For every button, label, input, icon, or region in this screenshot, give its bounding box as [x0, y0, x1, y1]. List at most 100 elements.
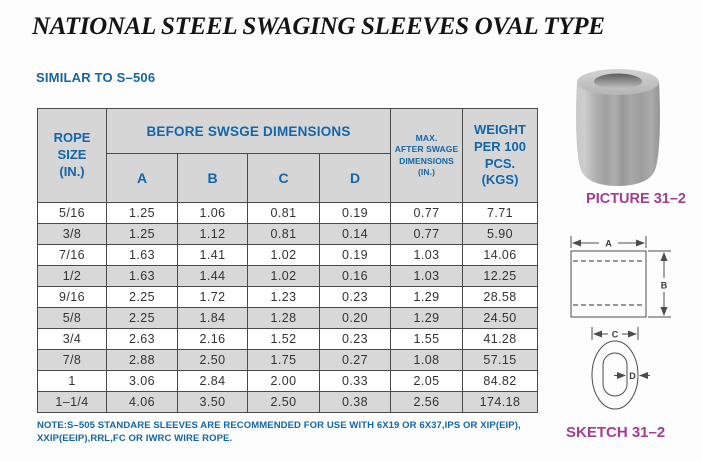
table-row: 5/8 2.25 1.84 1.28 0.20 1.29 24.50	[37, 307, 538, 329]
cell-size: 7/8	[37, 349, 107, 371]
dim-label-c: C	[612, 330, 619, 340]
cell-size: 5/8	[37, 307, 107, 329]
table-header: ROPE SIZE (IN.) BEFORE SWSGE DIMENSIONS …	[37, 108, 538, 203]
header-max-line3: DIMENSIONS	[399, 155, 454, 166]
table-row: 1/2 1.63 1.44 1.02 0.16 1.03 12.25	[37, 265, 538, 287]
cell-b: 2.16	[177, 328, 248, 350]
table-row: 7/8 2.88 2.50 1.75 0.27 1.08 57.15	[37, 349, 538, 371]
table-row: 9/16 2.25 1.72 1.23 0.23 1.29 28.58	[37, 286, 538, 308]
header-before-swage-group: BEFORE SWSGE DIMENSIONS	[106, 108, 391, 154]
cell-b: 1.12	[177, 223, 248, 245]
cell-d: 0.23	[319, 328, 391, 350]
table-row: 3/8 1.25 1.12 0.81 0.14 0.77 5.90	[37, 223, 538, 245]
table-row: 7/16 1.63 1.41 1.02 0.19 1.03 14.06	[37, 244, 538, 266]
cell-weight: 12.25	[462, 265, 538, 287]
header-max-line2: AFTER SWAGE	[394, 144, 459, 155]
cell-b: 3.50	[177, 391, 248, 413]
cell-size: 9/16	[37, 286, 107, 308]
cell-d: 0.19	[319, 202, 391, 224]
footnote-line2: XXIP(EEIP),RRL,FC OR IWRC WIRE ROPE.	[37, 432, 233, 444]
cell-c: 1.52	[247, 328, 320, 350]
cell-size: 7/16	[37, 244, 107, 266]
sketch-caption: SKETCH 31–2	[566, 424, 666, 441]
header-max-after-swage: MAX. AFTER SWAGE DIMENSIONS (IN.)	[390, 108, 463, 203]
sketch-oval-inner	[602, 352, 628, 397]
cell-max: 2.05	[390, 370, 463, 392]
cell-size: 3/4	[37, 328, 107, 350]
sleeve-spec-table: ROPE SIZE (IN.) BEFORE SWSGE DIMENSIONS …	[37, 108, 538, 413]
similar-to-label: SIMILAR TO S–506	[36, 70, 156, 85]
header-col-d: D	[319, 153, 391, 203]
table-row: 5/16 1.25 1.06 0.81 0.19 0.77 7.71	[37, 202, 538, 224]
cell-d: 0.33	[319, 370, 391, 392]
table-row: 1–1/4 4.06 3.50 2.50 0.38 2.56 174.18	[37, 391, 538, 413]
header-col-a: A	[106, 153, 178, 203]
cell-c: 1.28	[247, 307, 320, 329]
header-weight-line2: PER 100	[473, 138, 527, 154]
cell-size: 1/2	[37, 265, 107, 287]
cell-max: 2.56	[390, 391, 463, 413]
cell-d: 0.14	[319, 223, 391, 245]
cell-a: 2.63	[106, 328, 178, 350]
cell-weight: 14.06	[462, 244, 538, 266]
cell-size: 5/16	[37, 202, 107, 224]
header-rope-size: ROPE SIZE (IN.)	[37, 108, 107, 203]
cell-a: 1.25	[106, 202, 178, 224]
cell-b: 1.41	[177, 244, 248, 266]
cell-d: 0.23	[319, 286, 391, 308]
cell-a: 2.25	[106, 286, 178, 308]
cell-a: 2.88	[106, 349, 178, 371]
cell-max: 1.29	[390, 307, 463, 329]
dim-label-a: A	[605, 239, 612, 249]
footnote-line1: NOTE:S–505 STANDARE SLEEVES ARE RECOMMEN…	[37, 420, 521, 431]
header-rope-line3: (IN.)	[59, 163, 85, 179]
cell-weight: 57.15	[462, 349, 538, 371]
cell-max: 1.29	[390, 286, 463, 308]
cell-weight: 174.18	[462, 391, 538, 413]
sleeve-body	[576, 82, 660, 186]
cell-a: 1.25	[106, 223, 178, 245]
cell-weight: 41.28	[462, 328, 538, 350]
header-max-line1: MAX.	[415, 132, 438, 143]
sketch-drawing: A B C D	[570, 236, 671, 410]
cell-d: 0.38	[319, 391, 391, 413]
header-rope-line2: SIZE	[57, 147, 87, 163]
cell-max: 1.03	[390, 244, 463, 266]
cell-b: 1.44	[177, 265, 248, 287]
cell-max: 1.08	[390, 349, 463, 371]
cell-d: 0.20	[319, 307, 391, 329]
header-weight-line4: (KGS)	[481, 172, 519, 188]
dim-label-b: B	[661, 281, 668, 291]
header-weight: WEIGHT PER 100 PCS. (KGS)	[462, 108, 538, 203]
cell-b: 2.50	[177, 349, 248, 371]
cell-a: 1.63	[106, 244, 178, 266]
cell-b: 1.72	[177, 286, 248, 308]
cell-a: 1.63	[106, 265, 178, 287]
picture-caption: PICTURE 31–2	[586, 191, 686, 207]
cell-c: 2.00	[247, 370, 320, 392]
header-col-b: B	[177, 153, 248, 203]
cell-a: 3.06	[106, 370, 178, 392]
cell-max: 0.77	[390, 223, 463, 245]
cell-c: 1.02	[247, 265, 320, 287]
dim-label-d: D	[629, 371, 636, 381]
cell-max: 1.55	[390, 328, 463, 350]
cell-c: 2.50	[247, 391, 320, 413]
cell-a: 4.06	[106, 391, 178, 413]
table-row: 1 3.06 2.84 2.00 0.33 2.05 84.82	[37, 370, 538, 392]
sleeve-photo	[576, 69, 660, 186]
cell-weight: 7.71	[462, 202, 538, 224]
cell-b: 2.84	[177, 370, 248, 392]
sketch-oval-outer	[591, 340, 639, 410]
table-row: 3/4 2.63 2.16 1.52 0.23 1.55 41.28	[37, 328, 538, 350]
header-rope-line1: ROPE	[53, 130, 91, 146]
cell-c: 0.81	[247, 202, 320, 224]
cell-size: 1–1/4	[37, 391, 107, 413]
cell-a: 2.25	[106, 307, 178, 329]
cell-weight: 28.58	[462, 286, 538, 308]
cell-c: 0.81	[247, 223, 320, 245]
cell-size: 3/8	[37, 223, 107, 245]
cell-c: 1.75	[247, 349, 320, 371]
cell-weight: 5.90	[462, 223, 538, 245]
